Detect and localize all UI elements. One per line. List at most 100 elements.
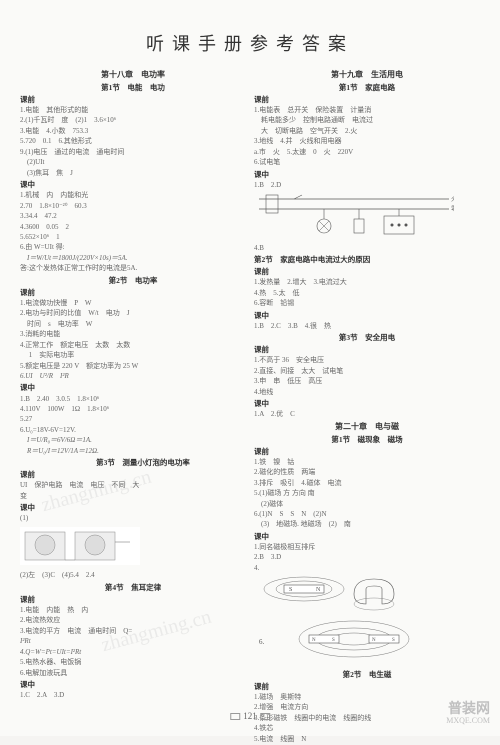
line: 1.电能表 总开关 保险装置 计量消 bbox=[254, 106, 480, 115]
sec-19-2: 第2节 家庭电路中电流过大的原因 bbox=[254, 255, 480, 265]
formula-line: I＝W/Ut＝1800J/(220V×10s)＝5A. bbox=[20, 254, 246, 263]
keqian-label: 课前 bbox=[20, 595, 246, 605]
line: 变 bbox=[20, 492, 246, 501]
svg-text:S: S bbox=[332, 638, 335, 643]
line: 5.(1)磁场 方 方向 南 bbox=[254, 489, 480, 498]
line: 1.A 2.优 C bbox=[254, 410, 480, 419]
line: 时间 s 电功率 W bbox=[20, 320, 246, 329]
line: (3)焦耳 焦 J bbox=[20, 169, 246, 178]
sec-19-3: 第3节 安全用电 bbox=[254, 333, 480, 343]
keqian-label: 课前 bbox=[20, 288, 246, 298]
line: (3) 地磁场. 地磁场 (2) 南 bbox=[254, 520, 480, 529]
line: 3.消耗的电能 bbox=[20, 330, 246, 339]
line: 5.额定电压是 220 V 额定功率为 25 W bbox=[20, 362, 246, 371]
formula-line: I＝U/R₀＝6V/6Ω＝1A. bbox=[20, 436, 246, 445]
line: 5.652×10⁶ 1 bbox=[20, 233, 246, 242]
keqian-label: 课前 bbox=[254, 345, 480, 355]
fire-wire-label: 火线 bbox=[451, 195, 454, 203]
line: 答:这个发热体正常工作时的电流是5A. bbox=[20, 264, 246, 273]
line: 6.U₀=18V-6V=12V. bbox=[20, 426, 246, 435]
line: 1.C 2.A 3.D bbox=[20, 691, 246, 700]
zero-wire-label: 零线 bbox=[451, 205, 454, 213]
svg-text:S: S bbox=[289, 587, 292, 593]
right-column: 第十九章 生活用电 第1节 家庭电路 课前 1.电能表 总开关 保险装置 计量消… bbox=[254, 68, 480, 745]
kezhong-label: 课中 bbox=[20, 383, 246, 393]
chapter-20-title: 第二十章 电与磁 bbox=[254, 422, 480, 433]
line: 1.B 2.40 3.0.5 1.8×10⁶ bbox=[20, 395, 246, 404]
line: 1.同名磁极相互排斥 bbox=[254, 543, 480, 552]
line: 6.电解加液玩具 bbox=[20, 669, 246, 678]
kezhong-label: 课中 bbox=[254, 399, 480, 409]
kezhong-label: 课中 bbox=[20, 180, 246, 190]
line: 4.B bbox=[254, 244, 480, 253]
line: 2.70 1.8×10⁻²⁰ 60.3 bbox=[20, 202, 246, 211]
svg-text:6.: 6. bbox=[259, 638, 265, 646]
line: 4.110V 100W 1Ω 1.8×10⁶ bbox=[20, 405, 246, 414]
line: 2.直接、间接 太大 试电笔 bbox=[254, 367, 480, 376]
line: 3.34.4 47.2 bbox=[20, 212, 246, 221]
keqian-label: 课前 bbox=[254, 682, 480, 692]
sec-20-1: 第1节 磁现象 磁场 bbox=[254, 435, 480, 445]
magnet-field-figures: S N N S N S 6. bbox=[254, 574, 454, 664]
line: 大 切断电路 空气开关 2.火 bbox=[254, 127, 480, 136]
site-watermark: 普装网 MXQE.COM bbox=[446, 702, 490, 726]
svg-text:N: N bbox=[312, 638, 316, 643]
chapter-18-title: 第十八章 电功率 bbox=[20, 70, 246, 81]
line: 1.电流做功快慢 P W bbox=[20, 299, 246, 308]
line: 3.排斥 吸引 4.磁体 电流 bbox=[254, 479, 480, 488]
kezhong-label: 课中 bbox=[254, 311, 480, 321]
svg-text:N: N bbox=[372, 638, 376, 643]
sec-20-2: 第2节 电生磁 bbox=[254, 670, 480, 680]
line: 2.电流热效应 bbox=[20, 616, 246, 625]
answer-page: 听课手册参考答案 第十八章 电功率 第1节 电能 电功 课前 1.电能 其他形式… bbox=[0, 0, 500, 736]
keqian-label: 课前 bbox=[20, 470, 246, 480]
line: 1.电能 内能 热 内 bbox=[20, 606, 246, 615]
line: 5.电流 线圈 N bbox=[254, 735, 480, 744]
line: a.市 火 5.太速 0 火 220V bbox=[254, 148, 480, 157]
line: (2)磁体 bbox=[254, 500, 480, 509]
sec-19-1: 第1节 家庭电路 bbox=[254, 83, 480, 93]
line: 6.由 W=UIt 得: bbox=[20, 243, 246, 252]
formula-line: 6.UI U²/R I²R bbox=[20, 372, 246, 381]
line: 6.容断 铅锡 bbox=[254, 299, 480, 308]
line: 1.机械 内 内能和光 bbox=[20, 191, 246, 200]
page-number: 121 bbox=[227, 711, 273, 721]
line: 5.电热水器、电饭锅 bbox=[20, 658, 246, 667]
watermark-big: 普装网 bbox=[446, 702, 490, 717]
line: 1.B 2.C 3.B 4.很 热 bbox=[254, 322, 480, 331]
sec-18-3: 第3节 测量小灯泡的电功率 bbox=[40, 458, 246, 468]
kezhong-label: 课中 bbox=[254, 170, 480, 180]
line: UI 保护电路 电流 电压 不同 大 bbox=[20, 481, 246, 490]
formula-line: I²Rt bbox=[20, 637, 246, 646]
line: 1.不高于 36 安全电压 bbox=[254, 356, 480, 365]
line: 4.热 5.太 低 bbox=[254, 289, 480, 298]
formula-line: R＝U₀/I＝12V/1A＝12Ω. bbox=[20, 447, 246, 456]
line: 4.正常工作 额定电压 太数 太数 bbox=[20, 341, 246, 350]
line: 2.(1)千瓦时 度 (2)1 3.6×10⁶ bbox=[20, 116, 246, 125]
line: 1.电能 其他形式的能 bbox=[20, 106, 246, 115]
svg-text:S: S bbox=[392, 638, 395, 643]
kezhong-label: 课中 bbox=[20, 680, 246, 690]
kezhong-label: 课中 bbox=[254, 532, 480, 542]
keqian-label: 课前 bbox=[20, 95, 246, 105]
two-columns: 第十八章 电功率 第1节 电能 电功 课前 1.电能 其他形式的能 2.(1)千… bbox=[20, 68, 480, 745]
line: 1 实际电功率 bbox=[20, 351, 246, 360]
line: (2)左 (3)C (4)5.4 2.4 bbox=[20, 571, 246, 580]
line: 3.电能 4.小数 753.3 bbox=[20, 127, 246, 136]
watermark-small: MXQE.COM bbox=[446, 717, 490, 726]
line: 2.磁化的性质 两端 bbox=[254, 468, 480, 477]
line: 2.B 3.D bbox=[254, 553, 480, 562]
line: 3.申 串 低压 高压 bbox=[254, 377, 480, 386]
line: 1.发热量 2.增大 3.电流过大 bbox=[254, 278, 480, 287]
keqian-label: 课前 bbox=[254, 447, 480, 457]
line: 3.地线 4.并 火线和用电器 bbox=[254, 137, 480, 146]
keqian-label: 课前 bbox=[254, 267, 480, 277]
line: 5.720 0.1 6.其他形式 bbox=[20, 137, 246, 146]
line: 5.27 bbox=[20, 415, 246, 424]
line: 1.铁 镍 钴 bbox=[254, 458, 480, 467]
formula-line: 4.Q=W=Pt=UIt=I²Rt bbox=[20, 648, 246, 657]
line: 6.试电笔 bbox=[254, 158, 480, 167]
sec-18-2: 第2节 电功率 bbox=[20, 276, 246, 286]
sec-18-4: 第4节 焦耳定律 bbox=[20, 583, 246, 593]
left-column: 第十八章 电功率 第1节 电能 电功 课前 1.电能 其他形式的能 2.(1)千… bbox=[20, 68, 246, 745]
